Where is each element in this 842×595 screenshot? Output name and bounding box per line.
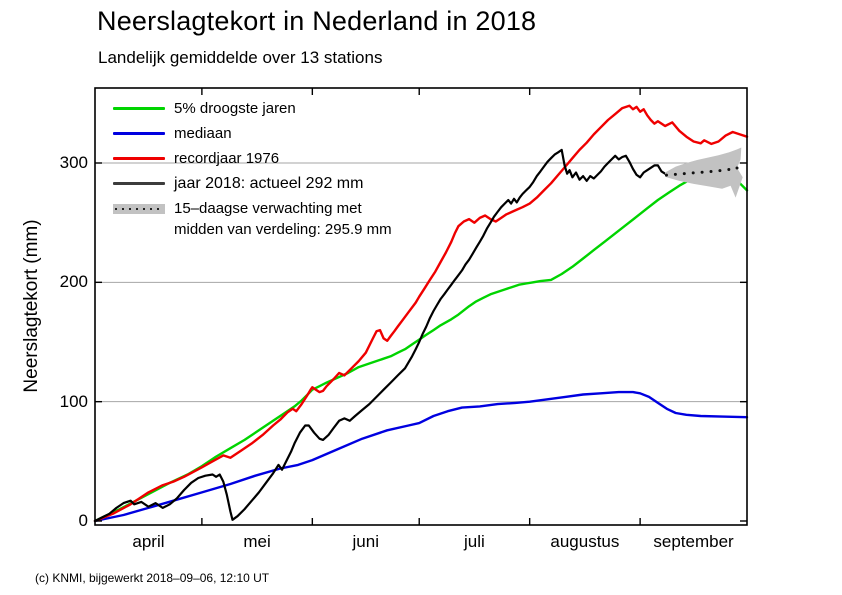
x-month-label-juli: juli <box>464 532 485 551</box>
forecast-dot-2 <box>682 172 686 176</box>
legend-line-black-icon <box>113 182 165 185</box>
legend-label-mediaan: mediaan <box>174 125 232 142</box>
legend-label-forecast-line1: 15–daagse verwachting met <box>174 200 362 217</box>
y-tick-label-200: 200 <box>59 272 88 292</box>
forecast-dot-5 <box>709 169 713 173</box>
series-line-3 <box>93 148 667 523</box>
x-month-label-juni: juni <box>352 532 379 551</box>
legend-label-2018: jaar 2018: actueel 292 mm <box>174 174 364 192</box>
legend-row-recordjaar: recordjaar 1976 <box>113 146 392 171</box>
legend-line-green-icon <box>113 107 165 110</box>
y-tick-label-0: 0 <box>78 511 88 530</box>
legend-row-2018: jaar 2018: actueel 292 mm <box>113 171 392 196</box>
legend-band-icon <box>113 203 165 214</box>
copyright-footer: (c) KNMI, bijgewerkt 2018–09–06, 12:10 U… <box>35 571 270 585</box>
series-line-0 <box>93 170 749 523</box>
legend-label-forecast-line2: midden van verdeling: 295.9 mm <box>174 221 392 238</box>
legend-line-red-icon <box>113 157 165 160</box>
chart-title: Neerslagtekort in Nederland in 2018 <box>97 6 537 36</box>
forecast-dot-1 <box>673 172 677 176</box>
forecast-dot-7 <box>727 167 731 171</box>
series-line-2 <box>93 104 749 523</box>
chart-legend: 5% droogste jaren mediaan recordjaar 197… <box>113 96 392 243</box>
forecast-dot-0 <box>664 173 668 177</box>
y-tick-label-100: 100 <box>59 391 88 411</box>
y-tick-label-300: 300 <box>59 153 88 172</box>
forecast-dot-8 <box>735 166 739 170</box>
legend-label-recordjaar: recordjaar 1976 <box>174 150 280 167</box>
x-month-label-augustus: augustus <box>550 532 620 551</box>
legend-row-droogste-jaren: 5% droogste jaren <box>113 96 392 121</box>
x-month-label-september: september <box>653 532 734 551</box>
forecast-dot-6 <box>718 169 722 173</box>
forecast-dot-4 <box>700 170 704 174</box>
chart-subtitle: Landelijk gemiddelde over 13 stations <box>98 48 383 67</box>
x-month-label-april: april <box>132 532 165 551</box>
legend-row-mediaan: mediaan <box>113 121 392 146</box>
forecast-band <box>665 147 743 198</box>
legend-row-forecast: 15–daagse verwachting met <box>113 196 392 221</box>
legend-line-blue-icon <box>113 132 165 135</box>
plot-frame <box>94 87 748 526</box>
legend-label-droogste-jaren: 5% droogste jaren <box>174 100 296 117</box>
x-month-label-mei: mei <box>243 532 271 551</box>
forecast-dot-3 <box>691 171 695 175</box>
series-line-1 <box>93 390 749 523</box>
